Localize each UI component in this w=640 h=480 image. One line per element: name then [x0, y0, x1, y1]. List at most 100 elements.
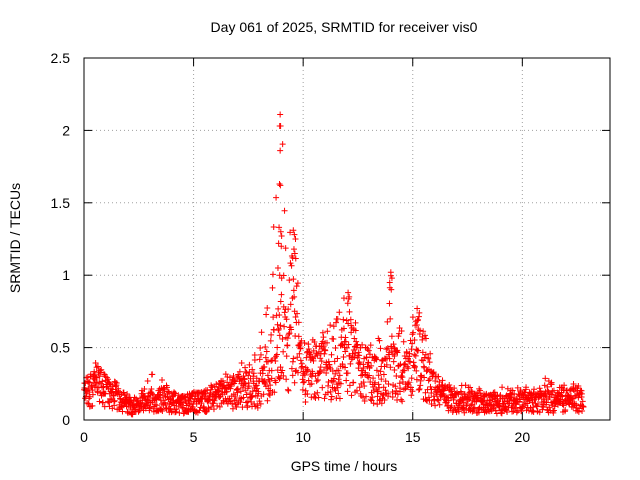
data-point — [278, 243, 285, 250]
data-point — [550, 387, 557, 394]
data-point — [414, 317, 421, 324]
data-point — [317, 364, 324, 371]
data-point — [270, 223, 277, 230]
data-point — [334, 315, 341, 322]
data-point — [256, 356, 263, 363]
data-point — [297, 345, 304, 352]
data-point — [289, 372, 296, 379]
data-point — [407, 358, 414, 365]
data-point — [314, 352, 321, 359]
data-point — [409, 314, 416, 321]
data-point — [336, 395, 343, 402]
data-point — [321, 395, 328, 402]
data-point — [314, 389, 321, 396]
data-point — [264, 397, 271, 404]
data-point — [386, 300, 393, 307]
data-point — [572, 393, 579, 400]
data-point — [523, 384, 530, 391]
data-points — [81, 111, 587, 418]
data-point — [198, 395, 205, 402]
data-point — [278, 233, 285, 240]
data-point — [285, 331, 292, 338]
data-point — [459, 405, 466, 412]
data-point — [334, 384, 341, 391]
data-point — [451, 385, 458, 392]
data-point — [223, 388, 230, 395]
data-point — [499, 384, 506, 391]
data-point — [370, 375, 377, 382]
data-point — [111, 402, 118, 409]
data-point — [294, 310, 301, 317]
data-point — [284, 335, 291, 342]
data-point — [391, 366, 398, 373]
data-point — [251, 357, 258, 364]
data-point — [294, 369, 301, 376]
data-point — [290, 287, 297, 294]
data-point — [413, 376, 420, 383]
data-point — [343, 377, 350, 384]
data-point — [363, 354, 370, 361]
data-point — [257, 351, 264, 358]
data-point — [388, 333, 395, 340]
data-point — [86, 389, 93, 396]
data-point — [275, 325, 282, 332]
data-point — [245, 372, 252, 379]
data-point — [310, 357, 317, 364]
data-point — [294, 280, 301, 287]
data-point — [334, 355, 341, 362]
data-point — [362, 369, 369, 376]
data-point — [277, 147, 284, 154]
x-tick-label: 0 — [80, 429, 88, 445]
data-point — [263, 348, 270, 355]
data-point — [344, 370, 351, 377]
data-point — [367, 342, 374, 349]
data-point — [327, 388, 334, 395]
data-point — [111, 397, 118, 404]
data-point — [244, 398, 251, 405]
data-point — [97, 390, 104, 397]
data-point — [340, 353, 347, 360]
data-point — [541, 382, 548, 389]
data-point — [264, 304, 271, 311]
data-point — [92, 359, 99, 366]
data-point — [270, 314, 277, 321]
data-point — [291, 250, 298, 257]
data-point — [569, 385, 576, 392]
data-point — [109, 386, 116, 393]
data-point — [477, 387, 484, 394]
data-point — [273, 194, 280, 201]
data-point — [411, 363, 418, 370]
data-point — [423, 335, 430, 342]
data-point — [356, 352, 363, 359]
data-point — [380, 384, 387, 391]
data-point — [318, 358, 325, 365]
data-point — [287, 260, 294, 267]
data-point — [395, 362, 402, 369]
data-point — [492, 407, 499, 414]
data-point — [290, 355, 297, 362]
data-point — [328, 396, 335, 403]
data-point — [241, 376, 248, 383]
data-point — [249, 388, 256, 395]
data-point — [279, 367, 286, 374]
data-point — [340, 316, 347, 323]
data-point — [345, 341, 352, 348]
data-point — [347, 360, 354, 367]
data-point — [291, 231, 298, 238]
data-point — [275, 240, 282, 247]
plot-area-border — [83, 57, 611, 421]
data-point — [578, 390, 585, 397]
data-point — [305, 377, 312, 384]
data-point — [579, 398, 586, 405]
data-point — [99, 378, 106, 385]
data-point — [288, 326, 295, 333]
data-point — [351, 335, 358, 342]
data-point — [323, 339, 330, 346]
data-point — [251, 351, 258, 358]
data-point — [360, 394, 367, 401]
data-point — [236, 368, 243, 375]
data-point — [382, 387, 389, 394]
data-point — [249, 393, 256, 400]
data-point — [348, 329, 355, 336]
data-point — [435, 397, 442, 404]
